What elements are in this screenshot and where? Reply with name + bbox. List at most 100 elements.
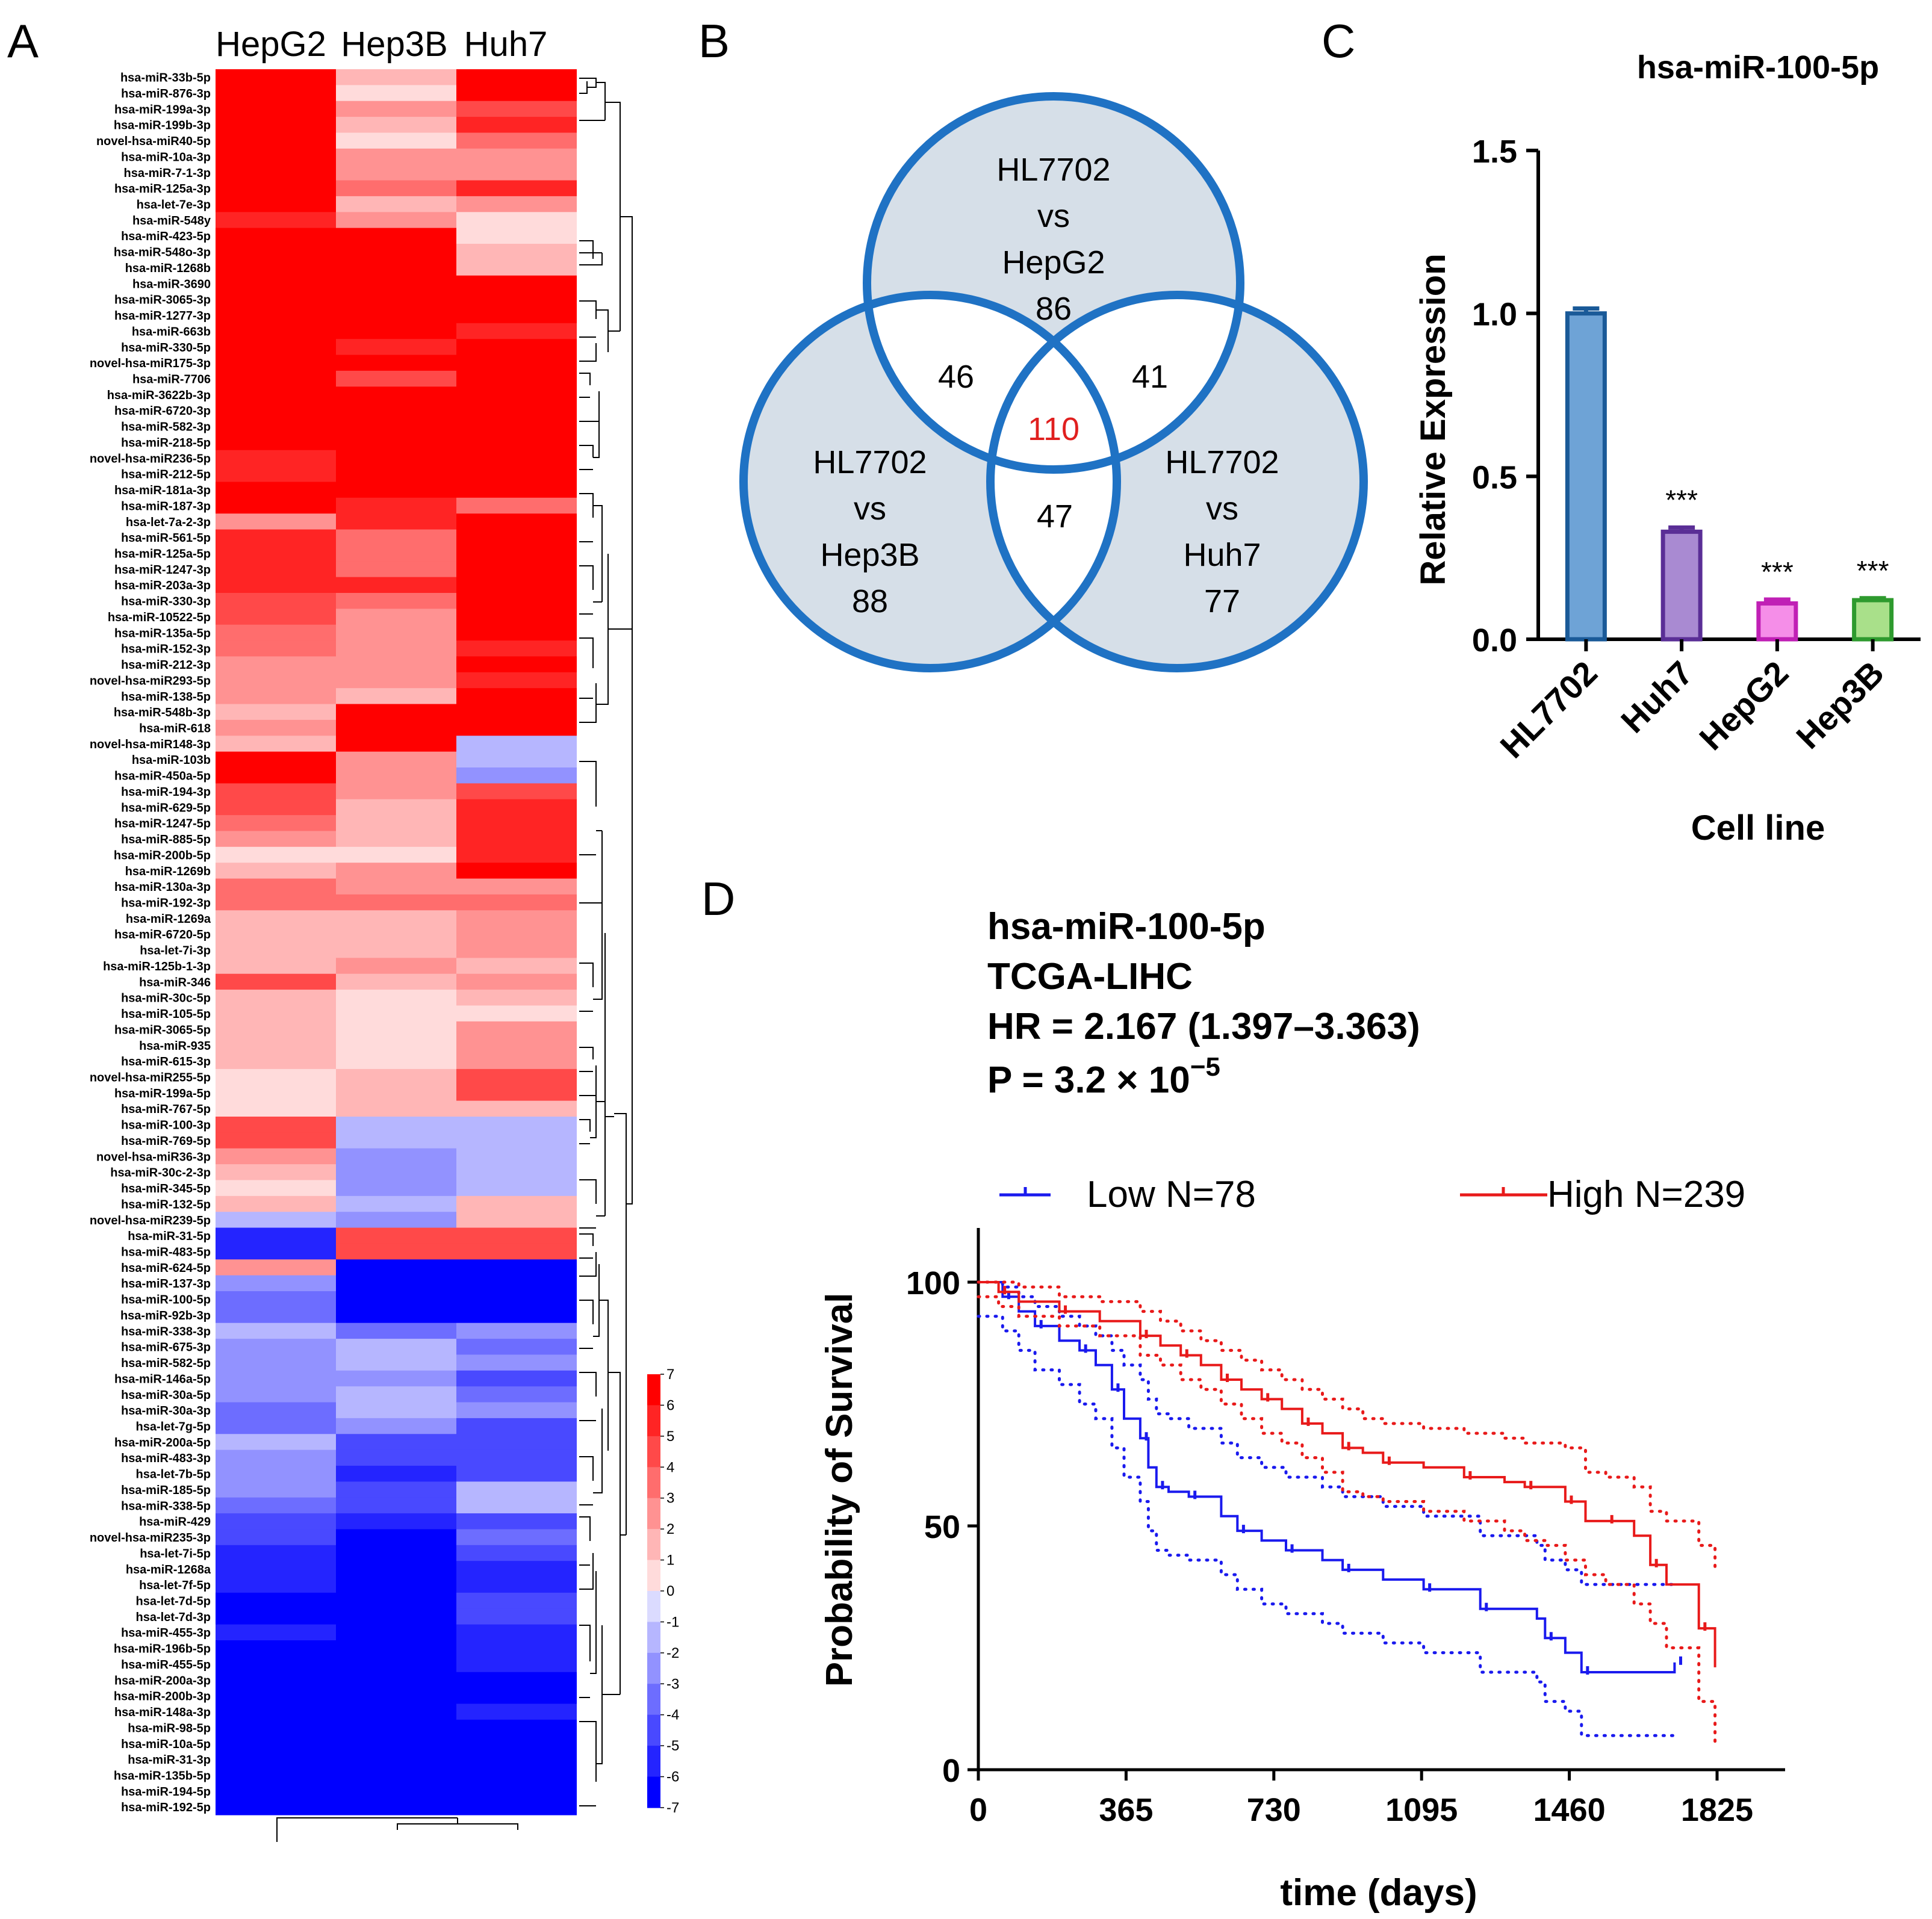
heatmap-row-label: hsa-miR-30a-5p	[121, 1389, 211, 1402]
heatmap-cell	[456, 228, 577, 244]
heatmap-cell	[336, 418, 456, 435]
heatmap-cell	[456, 1418, 577, 1434]
heatmap-cell	[216, 1164, 336, 1181]
heatmap-cell	[336, 355, 456, 371]
venn-huh7-line3: Huh7	[1183, 537, 1261, 573]
heatmap-row-label: novel-hsa-miR36-3p	[96, 1150, 211, 1164]
heatmap-cell	[216, 1688, 336, 1705]
heatmap-row-label: hsa-miR-103b	[132, 754, 211, 767]
heatmap-cell	[456, 402, 577, 419]
heatmap-cell	[216, 1466, 336, 1482]
heatmap-row-label: hsa-miR-935	[139, 1040, 211, 1053]
heatmap-cell	[336, 450, 456, 467]
heatmap-cell	[456, 1386, 577, 1403]
heatmap-cell	[216, 1640, 336, 1657]
heatmap-cell	[336, 1449, 456, 1466]
colorbar-swatch	[647, 1560, 660, 1592]
heatmap-cell	[336, 910, 456, 927]
heatmap-cell	[456, 910, 577, 927]
heatmap-cell	[456, 1068, 577, 1085]
heatmap-cell	[336, 1656, 456, 1673]
heatmap-cell	[336, 1672, 456, 1688]
heatmap-cell	[216, 164, 336, 181]
heatmap-cell	[336, 1291, 456, 1307]
heatmap-cell	[216, 672, 336, 689]
heatmap-cell	[456, 132, 577, 149]
panel-label-d: D	[701, 872, 735, 925]
heatmap-cell	[336, 1767, 456, 1784]
heatmap-cell	[456, 117, 577, 134]
heatmap-cell	[336, 672, 456, 689]
colorbar-tick-label: -7	[666, 1800, 679, 1816]
heatmap-cell	[336, 1275, 456, 1292]
heatmap-cell	[336, 577, 456, 594]
heatmap-column-labels: HepG2 Hep3B Huh7	[216, 25, 547, 64]
heatmap-cell	[456, 593, 577, 609]
heatmap-cell	[456, 1783, 577, 1800]
heatmap-cell	[456, 672, 577, 689]
heatmap-row-label: hsa-let-7g-5p	[136, 1420, 211, 1433]
heatmap-cell	[216, 736, 336, 752]
heatmap-cell	[216, 1576, 336, 1593]
heatmap-cell	[456, 1402, 577, 1419]
heatmap-cell	[336, 942, 456, 958]
heatmap-cell	[216, 1085, 336, 1102]
heatmap-row-label: hsa-miR-31-3p	[128, 1753, 211, 1767]
heatmap-cell	[336, 1418, 456, 1434]
colorbar-tick-label: 2	[666, 1521, 674, 1537]
heatmap-cell	[456, 323, 577, 339]
heatmap-row-label: hsa-miR-423-5p	[121, 230, 211, 243]
heatmap-cell	[456, 386, 577, 403]
heatmap-cell	[216, 1672, 336, 1688]
heatmap-cell	[216, 117, 336, 134]
heatmap-cell	[456, 450, 577, 467]
heatmap-cell	[456, 1608, 577, 1625]
heatmap-cell	[336, 1608, 456, 1625]
heatmap-cell	[336, 339, 456, 356]
heatmap-cell	[216, 1275, 336, 1292]
heatmap-row-label: hsa-let-7i-5p	[140, 1547, 211, 1560]
heatmap-cell	[216, 561, 336, 578]
heatmap-row-label: hsa-miR-7-1-3p	[124, 167, 211, 180]
heatmap-cell	[336, 1434, 456, 1451]
heatmap-cell	[216, 942, 336, 958]
heatmap-cell	[456, 1307, 577, 1324]
heatmap-cell	[336, 1227, 456, 1244]
heatmap-cell	[216, 656, 336, 673]
bar-y-tick-label: 0.0	[1472, 622, 1517, 659]
heatmap-row-label: hsa-miR-769-5p	[121, 1135, 211, 1148]
legend-high-swatch	[1460, 1187, 1547, 1197]
heatmap-cell	[336, 1243, 456, 1260]
survival-legend: Low N=78 High N=239	[999, 1174, 1745, 1215]
heatmap-cell	[216, 846, 336, 863]
heatmap-cell	[216, 1402, 336, 1419]
heatmap-row-label: hsa-miR-199b-3p	[114, 119, 211, 132]
bar-x-tick-label: HepG2	[1692, 654, 1795, 757]
heatmap-cell	[336, 1513, 456, 1530]
heatmap-row-label: novel-hsa-miR239-5p	[90, 1214, 211, 1227]
heatmap-col-hep3b: Hep3B	[341, 25, 447, 64]
heatmap-row-label: hsa-miR-876-3p	[121, 87, 211, 101]
column-dendrogram	[276, 1817, 518, 1842]
heatmap-cell	[216, 910, 336, 927]
bar-huh7	[1660, 529, 1703, 642]
heatmap-cell	[216, 1291, 336, 1307]
heatmap-cell	[456, 1164, 577, 1181]
heatmap-cell	[216, 291, 336, 308]
heatmap-cell	[336, 228, 456, 244]
panel-label-c: C	[1322, 14, 1355, 67]
heatmap-cell	[456, 1704, 577, 1720]
heatmap-cell	[456, 704, 577, 721]
heatmap-row-label: hsa-let-7i-3p	[140, 944, 211, 958]
heatmap-row-label: hsa-miR-455-3p	[121, 1626, 211, 1640]
heatmap-cell	[336, 751, 456, 768]
heatmap-cell	[216, 1767, 336, 1784]
colorbar-tick-label: 3	[666, 1490, 674, 1507]
heatmap-cell	[456, 751, 577, 768]
heatmap-cell	[216, 434, 336, 451]
heatmap-cell	[216, 275, 336, 292]
heatmap-row-label: hsa-miR-624-5p	[121, 1262, 211, 1275]
heatmap-cell	[456, 466, 577, 483]
heatmap-row-label: hsa-miR-125a-3p	[114, 182, 211, 196]
heatmap-row-label: hsa-miR-675-3p	[121, 1341, 211, 1354]
